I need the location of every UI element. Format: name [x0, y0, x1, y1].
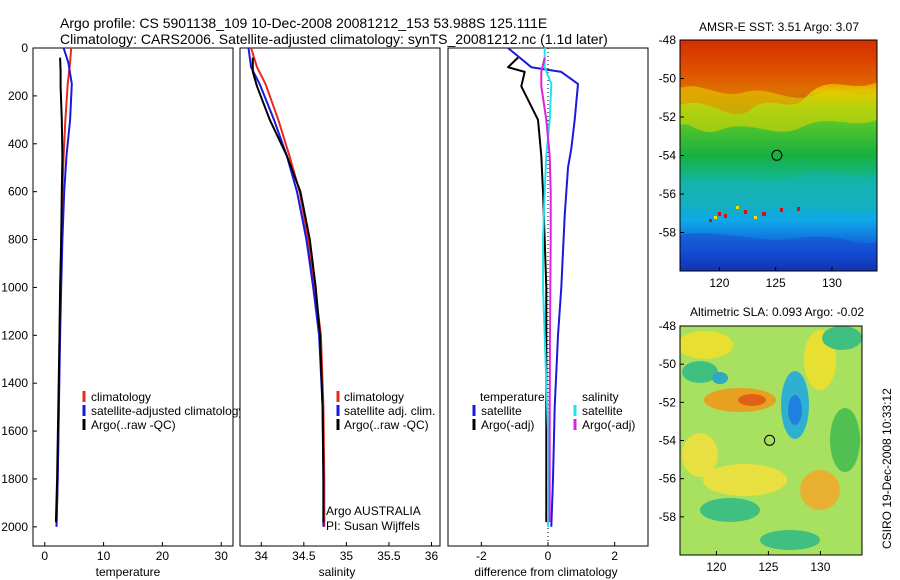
ytick-label: 800: [8, 233, 28, 247]
ytick-label: 600: [8, 185, 28, 199]
legend-label-argo: Argo(..raw -QC): [344, 418, 429, 432]
legend-label-argo: Argo(..raw -QC): [91, 418, 176, 432]
legend-label-sal-satellite: satellite: [582, 404, 623, 418]
map-ytick-label: -58: [659, 510, 677, 524]
sst-map-title: AMSR-E SST: 3.51 Argo: 3.07: [699, 20, 859, 34]
legend-label-climatology: climatology: [91, 390, 151, 404]
ytick-label: 0: [21, 41, 28, 55]
sla-map-title: Altimetric SLA: 0.093 Argo: -0.02: [690, 305, 864, 319]
sla-map-panel: Altimetric SLA: 0.093 Argo: -0.02 120 125…: [659, 305, 865, 574]
header-line-1: Argo profile: CS 5901138_109 10-Dec-2008…: [60, 15, 547, 31]
series-line-salinity-argo-adj-: [540, 57, 552, 523]
legend-label-climatology: climatology: [344, 390, 404, 404]
legend-header-salinity: salinity: [582, 390, 619, 404]
ytick-label: 1800: [1, 472, 28, 486]
map-ytick-label: -54: [659, 434, 677, 448]
argo-location-marker: [764, 434, 776, 446]
temperature-panel: 0 200 400 600 800 1000 1200 1400 1600 1800 2000 0 1…: [1, 41, 244, 579]
salinity-panel: 34 34.5 35 35.5 36 salinity climatology sate…: [239, 47, 441, 579]
temperature-xlabel: temperature: [96, 565, 161, 579]
xtick-label: 0: [41, 549, 48, 563]
series-line-temperature-satellite: [507, 47, 579, 527]
xtick-label: 36: [425, 549, 439, 563]
difference-legend: temperature salinity satellite Argo(-adj…: [472, 390, 635, 432]
sla-heatmap: [680, 326, 862, 555]
salinity-xlabel: salinity: [319, 565, 356, 579]
map-ytick-label: -56: [659, 472, 677, 486]
xtick-label: 35: [340, 549, 354, 563]
xtick-label: 20: [156, 549, 170, 563]
ytick-label: 1600: [1, 424, 28, 438]
temperature-legend: climatology satellite-adjusted climatolo…: [82, 390, 244, 432]
map-ytick-label: -52: [659, 395, 677, 409]
map-ytick-label: -52: [659, 110, 677, 124]
xtick-label: 34: [255, 549, 269, 563]
ytick-label: 200: [8, 89, 28, 103]
data-provider-text: Argo AUSTRALIA: [326, 504, 421, 518]
legend-label-satellite-adjusted: satellite-adjusted climatology: [91, 404, 244, 418]
xtick-label: 34.5: [292, 549, 316, 563]
map-ytick-label: -48: [659, 319, 677, 333]
salinity-legend: climatology satellite adj. clim. Argo(..…: [336, 390, 435, 432]
sst-map-panel: AMSR-E SST: 3.51 Argo: 3.07 120 125 130 -48…: [659, 20, 878, 290]
argo-location-marker: [771, 149, 783, 161]
map-ytick-label: -58: [659, 226, 677, 240]
difference-xlabel: difference from climatology: [474, 565, 617, 579]
legend-label-sal-argo: Argo(-adj): [582, 418, 635, 432]
xtick-label: -2: [476, 549, 487, 563]
map-ytick-label: -54: [659, 149, 677, 163]
xtick-label: 10: [97, 549, 111, 563]
series-line-argo-raw-qc-: [54, 57, 64, 523]
series-line-salinity-satellite: [542, 48, 553, 527]
map-xtick-label: 125: [758, 560, 778, 574]
header-line-2: Climatology: CARS2006. Satellite-adjuste…: [60, 31, 608, 47]
xtick-label: 30: [215, 549, 229, 563]
sst-heatmap: [680, 40, 877, 271]
csiro-timestamp: CSIRO 19-Dec-2008 10:33:12: [880, 388, 894, 549]
xtick-label: 35.5: [377, 549, 401, 563]
map-ytick-label: -50: [659, 72, 677, 86]
map-xtick-label: 120: [706, 560, 726, 574]
map-xtick-label: 120: [709, 276, 729, 290]
map-ytick-label: -56: [659, 187, 677, 201]
temperature-axes-frame: [32, 47, 234, 547]
legend-label-temp-argo: Argo(-adj): [481, 418, 534, 432]
ytick-label: 2000: [1, 520, 28, 534]
ytick-label: 1000: [1, 280, 28, 294]
difference-panel: -2 0 2 difference from climatology tempera…: [447, 47, 649, 579]
xtick-label: 0: [545, 549, 552, 563]
legend-label-temp-satellite: satellite: [481, 404, 522, 418]
map-xtick-label: 125: [766, 276, 786, 290]
map-ytick-label: -50: [659, 357, 677, 371]
xtick-label: 2: [611, 549, 618, 563]
ytick-label: 1400: [1, 376, 28, 390]
salinity-axes-frame: [239, 47, 441, 547]
ytick-label: 400: [8, 137, 28, 151]
principal-investigator-text: PI: Susan Wijffels: [326, 519, 420, 533]
legend-label-satellite-adj: satellite adj. clim.: [344, 404, 435, 418]
map-xtick-label: 130: [810, 560, 830, 574]
map-ytick-label: -48: [659, 33, 677, 47]
map-xtick-label: 130: [822, 276, 842, 290]
legend-header-temperature: temperature: [480, 390, 545, 404]
ytick-label: 1200: [1, 328, 28, 342]
series-line-argo-raw-qc-: [251, 57, 325, 523]
series-line-temperature-argo-adj-: [507, 56, 548, 523]
